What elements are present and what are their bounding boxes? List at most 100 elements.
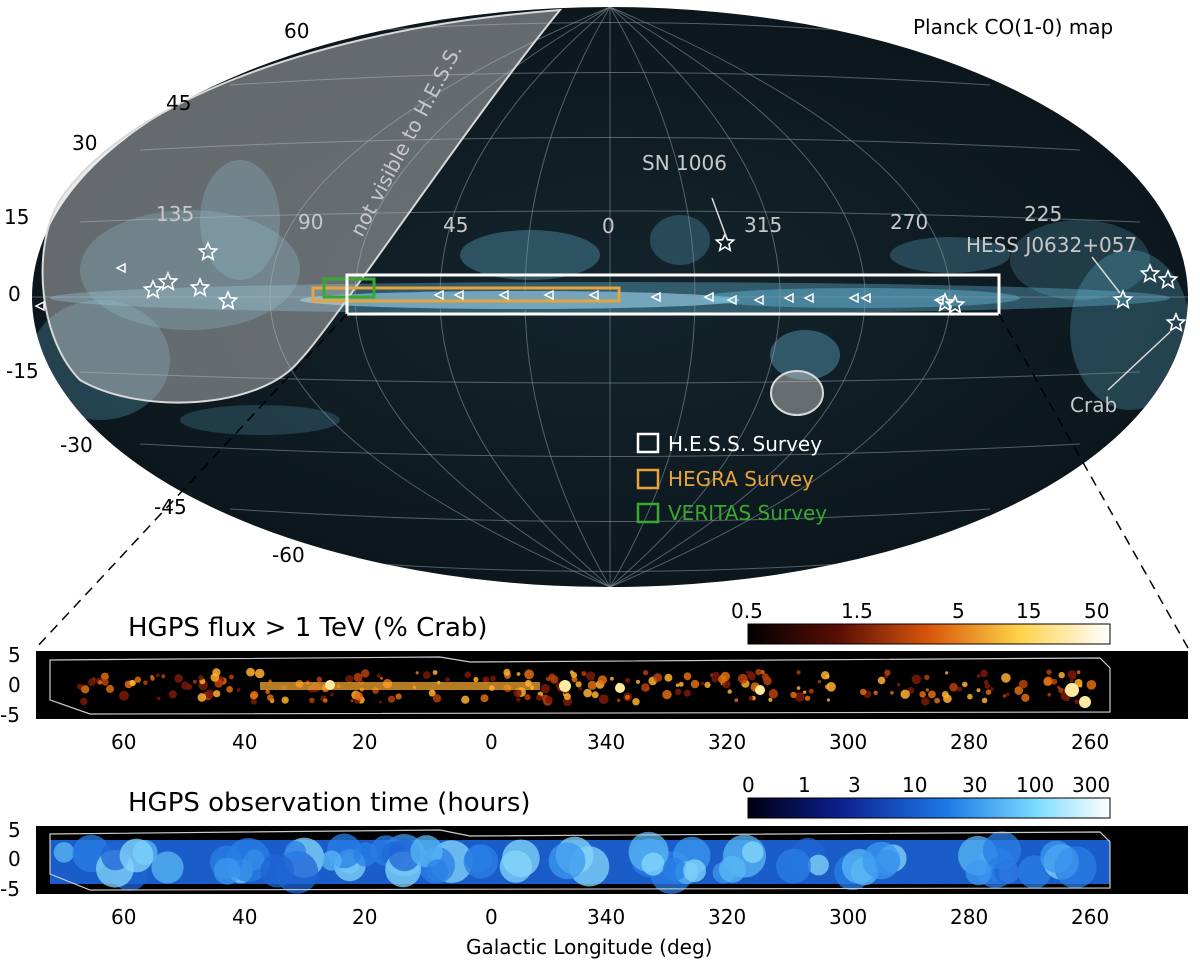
flux-blob	[710, 674, 714, 678]
crab-label: Crab	[1070, 393, 1117, 417]
flux-blob	[550, 675, 559, 684]
flux-y-tick: 0	[8, 673, 21, 697]
flux-cbar-tick: 0.5	[731, 599, 763, 623]
flux-blob	[928, 690, 936, 699]
flux-blob	[198, 675, 204, 681]
source-star	[142, 278, 164, 299]
flux-blob	[156, 696, 161, 701]
flux-blob	[745, 670, 750, 674]
time-panel: HGPS observation time (hours) 0 1 3 10 3…	[0, 773, 1188, 959]
flux-blob	[890, 691, 894, 695]
flux-blob	[250, 698, 257, 705]
flux-blob	[675, 688, 682, 695]
lon-label: 225	[1024, 202, 1062, 226]
flux-blob	[316, 676, 323, 683]
flux-blob	[738, 673, 748, 684]
time-x-tick: 20	[352, 905, 377, 929]
flux-coverage-outline	[49, 656, 1111, 715]
flux-blob	[768, 697, 773, 703]
flux-blob	[1074, 699, 1079, 704]
flux-blob	[545, 696, 553, 704]
legend-swatch-hess	[636, 432, 660, 454]
source-stars	[142, 231, 1187, 332]
sn1006-label: SN 1006	[642, 151, 727, 175]
flux-blob	[1065, 696, 1070, 702]
flux-blob	[350, 699, 354, 703]
legend-label-hegra: HEGRA Survey	[668, 467, 814, 491]
source-star	[1139, 262, 1161, 283]
flux-blob	[540, 683, 550, 694]
flux-blob	[587, 680, 597, 690]
flux-blob	[636, 679, 640, 684]
flux-blob	[210, 673, 220, 682]
flux-blob	[428, 689, 436, 697]
lat-label: 15	[4, 205, 29, 229]
flux-blob	[768, 689, 779, 699]
flux-blob	[945, 671, 949, 675]
flux-blob	[616, 698, 621, 703]
time-cbar-tick: 30	[962, 773, 987, 797]
flux-blob	[354, 691, 363, 701]
flux-blob	[119, 690, 129, 701]
flux-x-ticks: 60 40 20 0 340 320 300 280 260	[111, 730, 1109, 754]
time-pointing	[1040, 840, 1073, 873]
not-visible-region	[41, 8, 563, 404]
flux-blob	[415, 671, 419, 675]
source-star	[217, 289, 239, 310]
flux-blob	[664, 673, 673, 682]
source-star	[1165, 311, 1187, 332]
flux-blob	[678, 681, 684, 687]
flux-blob	[943, 694, 952, 703]
flux-blob	[713, 671, 720, 678]
flux-blob	[513, 688, 522, 698]
time-pointing	[463, 844, 499, 879]
flux-blob	[763, 676, 772, 686]
legend-swatch-veritas	[636, 502, 660, 524]
survey-legend: H.E.S.S. Survey HEGRA Survey VERITAS Sur…	[636, 432, 827, 525]
lat-label: 45	[166, 91, 191, 115]
flux-y-tick: 5	[8, 643, 21, 667]
graticule	[32, 7, 1188, 587]
time-pointing	[641, 852, 665, 876]
flux-blob	[563, 693, 571, 701]
flux-blob	[490, 675, 496, 682]
flux-blob	[376, 673, 381, 678]
flux-blob	[461, 695, 470, 704]
flux-bright-source	[1065, 683, 1079, 697]
flux-blob	[700, 681, 705, 686]
time-coverage-outline	[49, 829, 1111, 891]
flux-blob	[98, 680, 102, 685]
hess-j0632-pointer	[1091, 256, 1121, 294]
time-x-tick: 0	[485, 905, 498, 929]
flux-blob	[976, 674, 981, 678]
sn1006-pointer	[711, 197, 727, 237]
time-pointing	[808, 854, 829, 876]
flux-blob	[524, 669, 534, 680]
flux-blob	[228, 674, 234, 680]
flux-blob	[921, 697, 930, 706]
flux-blob	[896, 682, 901, 687]
skymap-title: Planck CO(1-0) map	[913, 15, 1113, 39]
flux-blob	[193, 679, 197, 684]
time-y-tick: -5	[0, 877, 20, 901]
time-x-tick: 280	[950, 905, 988, 929]
zoom-line-right	[998, 313, 1189, 649]
source-star	[1112, 288, 1134, 309]
flux-blob	[150, 676, 155, 681]
flux-blob	[860, 688, 867, 696]
flux-blob	[803, 690, 807, 694]
flux-blob	[309, 697, 315, 703]
flux-blob	[516, 697, 521, 702]
flux-blob	[1018, 679, 1028, 689]
flux-blob	[581, 671, 587, 677]
time-pointing	[260, 853, 295, 888]
flux-blob	[143, 680, 148, 685]
time-pointing	[53, 842, 75, 863]
time-x-ticks: 60 40 20 0 340 320 300 280 260	[111, 905, 1109, 929]
time-pointing	[502, 839, 540, 878]
time-y-tick: 0	[8, 847, 21, 871]
flux-blob	[1051, 678, 1058, 685]
flux-cbar-tick: 1.5	[841, 599, 873, 623]
flux-blob	[361, 669, 370, 678]
legend-label-veritas: VERITAS Survey	[668, 501, 827, 525]
